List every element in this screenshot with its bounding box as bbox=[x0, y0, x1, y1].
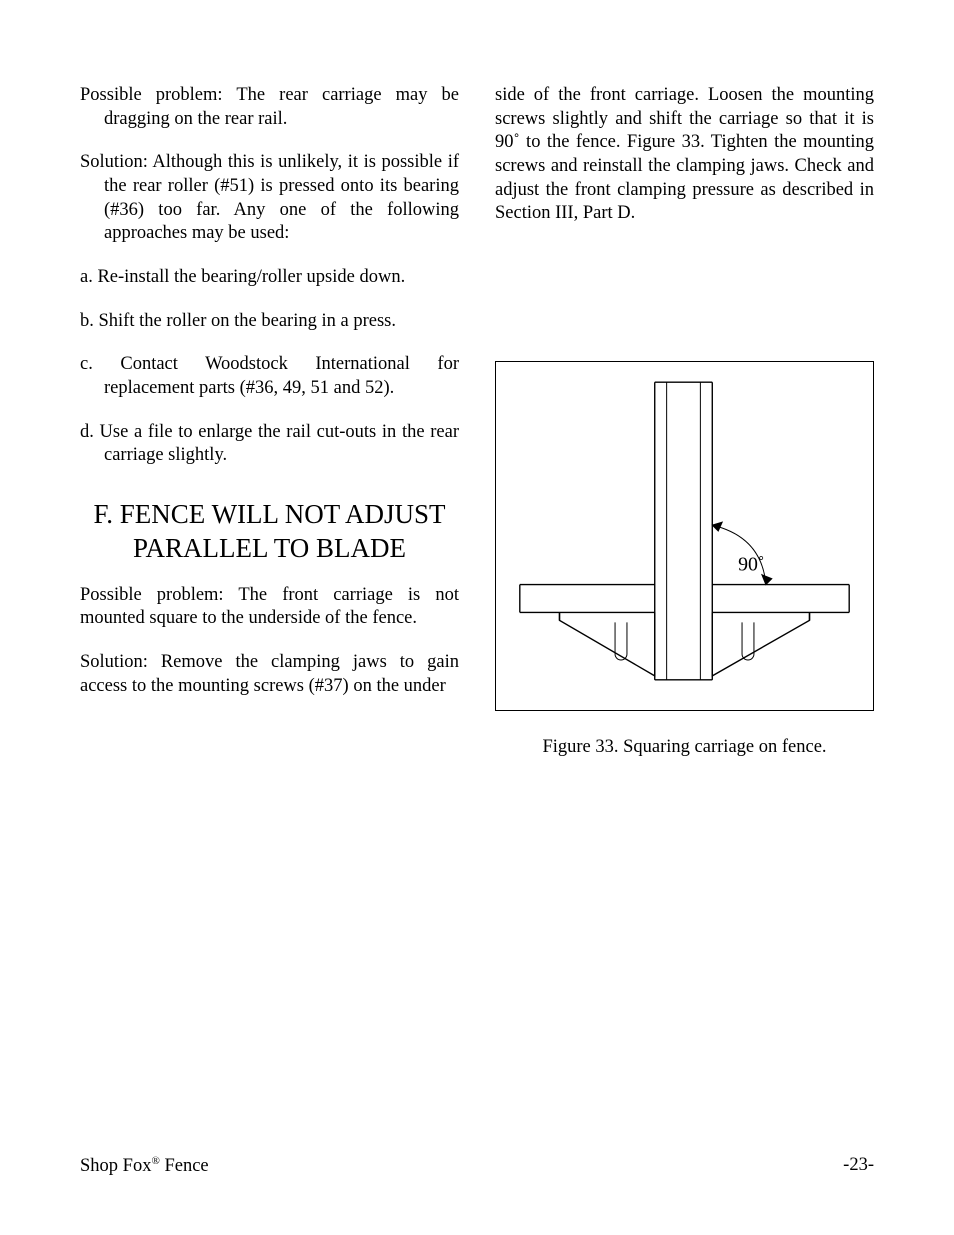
solution-1: Solution: Although this is unlikely, it … bbox=[80, 151, 459, 246]
svg-text:90˚: 90˚ bbox=[738, 554, 764, 576]
solution-2-label: Solution: bbox=[80, 652, 161, 672]
section-heading-f: F. FENCE WILL NOT ADJUST PARALLEL TO BLA… bbox=[80, 498, 459, 566]
page-footer: Shop Fox® Fence -23- bbox=[80, 1155, 874, 1177]
solution-1-text: Although this is unlikely, it is possibl… bbox=[104, 152, 459, 243]
list-item-b: b. Shift the roller on the bearing in a … bbox=[80, 310, 459, 334]
problem-2-label: Possible problem: bbox=[80, 585, 238, 605]
footer-right: -23- bbox=[843, 1155, 874, 1177]
footer-left: Shop Fox® Fence bbox=[80, 1155, 209, 1177]
left-column: Possible problem: The rear carriage may … bbox=[80, 84, 459, 758]
problem-2: Possible problem: The front carriage is … bbox=[80, 584, 459, 631]
problem-1-label: Possible problem: bbox=[80, 85, 236, 105]
figure-33-svg: 90˚ bbox=[496, 362, 873, 710]
list-item-d: d. Use a file to enlarge the rail cut-ou… bbox=[80, 421, 459, 468]
solution-1-label: Solution: bbox=[80, 152, 152, 172]
figure-33-box: 90˚ bbox=[495, 361, 874, 711]
list-item-c: c. Contact Woodstock International for r… bbox=[80, 353, 459, 400]
list-item-a: a. Re-install the bearing/roller upside … bbox=[80, 266, 459, 290]
figure-33-caption: Figure 33. Squaring carriage on fence. bbox=[495, 737, 874, 758]
figure-33: 90˚ Figure 33. Squaring carriage on fenc… bbox=[495, 361, 874, 758]
problem-1: Possible problem: The rear carriage may … bbox=[80, 84, 459, 131]
continuation-para: side of the front carriage. Loosen the m… bbox=[495, 84, 874, 226]
right-column: side of the front carriage. Loosen the m… bbox=[495, 84, 874, 758]
solution-2: Solution: Remove the clamping jaws to ga… bbox=[80, 651, 459, 698]
